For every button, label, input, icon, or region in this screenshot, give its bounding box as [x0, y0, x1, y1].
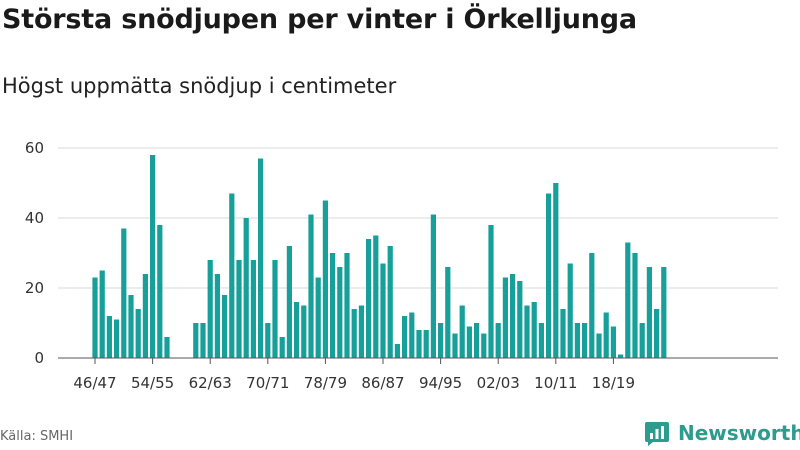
x-tick-label: 10/11: [534, 374, 577, 392]
bar-96/97: [452, 333, 458, 358]
bar-52/53: [135, 309, 141, 358]
bar-77/78: [315, 277, 321, 358]
bar-91/92: [416, 330, 422, 358]
bar-47/48: [99, 270, 105, 358]
bar-51/52: [128, 295, 134, 358]
newsworthy-logo: Newsworthy: [644, 420, 800, 446]
bar-13/14: [574, 323, 580, 358]
bar-undefined: [661, 267, 667, 358]
bar-18/19: [610, 326, 616, 358]
bar-92/93: [423, 330, 429, 358]
bar-86/87: [380, 263, 386, 358]
bar-46/47: [92, 277, 98, 358]
bar-85/86: [373, 235, 379, 358]
bar-undefined: [654, 309, 660, 358]
x-tick-label: 70/71: [246, 374, 289, 392]
bar-71/72: [272, 260, 278, 358]
bar-99/00: [474, 323, 480, 358]
chart-subtitle: Högst uppmätta snödjup i centimeter: [2, 74, 397, 98]
bar-78/79: [322, 200, 328, 358]
bar-67/68: [243, 218, 249, 358]
bar-82/83: [351, 309, 357, 358]
bar-23/24: [646, 267, 652, 358]
bar-80/81: [337, 267, 343, 358]
bar-08/09: [538, 323, 544, 358]
bar-65/66: [229, 193, 235, 358]
x-tick-label: 94/95: [419, 374, 462, 392]
bar-20/21: [625, 242, 631, 358]
y-tick-label: 20: [25, 279, 44, 297]
bar-49/50: [114, 319, 120, 358]
x-tick-label: 18/19: [592, 374, 635, 392]
bar-76/77: [308, 214, 314, 358]
bar-72/73: [279, 337, 285, 358]
x-tick-label: 78/79: [304, 374, 347, 392]
bar-88/89: [394, 344, 400, 358]
bar-60/61: [193, 323, 199, 358]
bar-17/18: [603, 312, 609, 358]
bar-62/63: [207, 260, 213, 358]
y-tick-label: 40: [25, 209, 44, 227]
bar-61/62: [200, 323, 206, 358]
bar-90/91: [409, 312, 415, 358]
bar-84/85: [366, 239, 372, 358]
bar-06/07: [524, 305, 530, 358]
bar-21/22: [632, 253, 638, 358]
bar-81/82: [344, 253, 350, 358]
y-tick-label: 60: [25, 139, 44, 157]
bar-98/99: [466, 326, 472, 358]
bar-55/56: [157, 225, 163, 358]
bar-97/98: [459, 305, 465, 358]
bar-70/71: [265, 323, 271, 358]
bar-94/95: [438, 323, 444, 358]
bar-07/08: [531, 302, 537, 358]
bar-63/64: [214, 274, 220, 358]
bar-04/05: [510, 274, 516, 358]
bar-48/49: [106, 316, 112, 358]
x-tick-label: 86/87: [361, 374, 404, 392]
bar-03/04: [502, 277, 508, 358]
bar-16/17: [596, 333, 602, 358]
bar-64/65: [222, 295, 228, 358]
source-note: Källa: SMHI: [0, 429, 74, 444]
y-tick-label: 0: [34, 349, 44, 367]
bar-73/74: [286, 246, 292, 358]
bar-10/11: [553, 183, 559, 358]
chart-title: Största snödjupen per vinter i Örkelljun…: [2, 4, 637, 35]
bar-01/02: [488, 225, 494, 358]
bar-54/55: [150, 155, 156, 358]
x-tick-label: 02/03: [477, 374, 520, 392]
bar-93/94: [430, 214, 436, 358]
bar-83/84: [358, 305, 364, 358]
bar-69/70: [258, 158, 264, 358]
bar-19/20: [618, 354, 624, 358]
x-tick-label: 46/47: [73, 374, 116, 392]
bar-09/10: [546, 193, 552, 358]
bar-22/23: [639, 323, 645, 358]
bar-chart: 0 20 40 60 46/47 54/55 62/63 70/71 78/79 86/87 94/…: [25, 139, 778, 392]
bar-89/90: [402, 316, 408, 358]
bar-75/76: [301, 305, 307, 358]
x-tick-label: 62/63: [189, 374, 232, 392]
bar-05/06: [517, 281, 523, 358]
x-tick-label: 54/55: [131, 374, 174, 392]
bar-14/15: [582, 323, 588, 358]
bar-11/12: [560, 309, 566, 358]
bar-95/96: [445, 267, 451, 358]
bar-79/80: [330, 253, 336, 358]
bar-02/03: [495, 323, 501, 358]
bar-12/13: [567, 263, 573, 358]
brand-name: Newsworthy: [678, 421, 800, 445]
bar-74/75: [294, 302, 300, 358]
bar-53/54: [142, 274, 148, 358]
bar-56/57: [164, 337, 170, 358]
bar-00/01: [481, 333, 487, 358]
newsworthy-logo-icon: [645, 422, 669, 446]
bar-50/51: [121, 228, 127, 358]
bar-68/69: [250, 260, 256, 358]
bar-15/16: [589, 253, 595, 358]
bar-87/88: [387, 246, 393, 358]
bar-66/67: [236, 260, 242, 358]
